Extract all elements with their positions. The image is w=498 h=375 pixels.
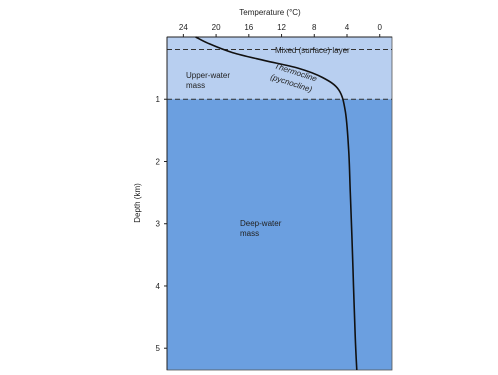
x-tick-label-6: 0 [378,23,383,32]
x-tick-label-3: 12 [277,23,286,32]
x-tick-label-4: 8 [312,23,317,32]
x-axis-label: Temperature (°C) [239,8,301,17]
y-axis-label: Depth (km) [133,183,142,223]
zone-label-upper-water: Upper-water mass [186,71,232,90]
y-tick-label-3: 4 [156,282,161,291]
x-tick-label-2: 16 [244,23,253,32]
zone-label-deep-water: Deep-water mass [240,219,284,238]
zone-1 [167,49,392,100]
x-tick-label-5: 4 [345,23,350,32]
temperature-profile-line-0 [195,36,358,371]
x-tick-label-1: 20 [212,23,221,32]
y-tick-label-4: 5 [156,344,161,353]
y-tick-label-0: 1 [156,95,161,104]
x-tick-label-0: 24 [179,23,188,32]
y-tick-label-2: 3 [156,220,161,229]
zone-0 [167,37,392,50]
zone-2 [167,99,392,371]
y-tick-label-1: 2 [156,157,161,166]
zone-label-mixed-layer: Mixed (surface) layer [275,46,350,55]
